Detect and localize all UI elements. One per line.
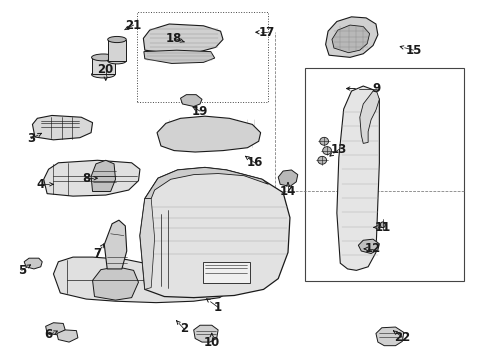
- Text: 20: 20: [98, 63, 114, 76]
- Polygon shape: [46, 323, 65, 335]
- Ellipse shape: [380, 222, 385, 228]
- Polygon shape: [57, 330, 78, 342]
- Polygon shape: [93, 267, 139, 300]
- Polygon shape: [376, 327, 404, 346]
- Polygon shape: [326, 17, 378, 57]
- Text: 8: 8: [82, 172, 90, 185]
- Polygon shape: [180, 95, 202, 107]
- Bar: [108, 40, 126, 61]
- Polygon shape: [360, 91, 379, 143]
- Text: 11: 11: [375, 221, 391, 234]
- Ellipse shape: [108, 36, 126, 42]
- Ellipse shape: [92, 71, 115, 78]
- Polygon shape: [32, 116, 93, 140]
- Polygon shape: [91, 160, 116, 192]
- Bar: [203, 262, 250, 283]
- Text: 19: 19: [192, 105, 208, 118]
- Text: 21: 21: [125, 19, 142, 32]
- Text: 3: 3: [27, 132, 35, 145]
- Text: 6: 6: [45, 328, 53, 341]
- Polygon shape: [157, 116, 261, 152]
- Text: 12: 12: [365, 242, 381, 255]
- Ellipse shape: [320, 137, 329, 145]
- Text: 5: 5: [18, 264, 26, 277]
- Ellipse shape: [92, 54, 115, 61]
- Text: 18: 18: [166, 32, 182, 45]
- Polygon shape: [194, 325, 218, 342]
- Polygon shape: [169, 259, 233, 298]
- Polygon shape: [144, 24, 223, 54]
- Ellipse shape: [108, 58, 126, 64]
- Polygon shape: [53, 257, 234, 303]
- Polygon shape: [144, 50, 215, 63]
- Text: 15: 15: [405, 44, 422, 57]
- Text: 10: 10: [204, 336, 220, 348]
- Polygon shape: [145, 167, 269, 199]
- Polygon shape: [332, 25, 369, 53]
- Polygon shape: [140, 199, 155, 289]
- Text: 13: 13: [331, 143, 347, 156]
- Bar: [305, 68, 464, 281]
- Ellipse shape: [318, 156, 327, 164]
- Text: 9: 9: [373, 82, 381, 95]
- Polygon shape: [104, 220, 127, 269]
- Polygon shape: [44, 160, 140, 196]
- Text: 1: 1: [214, 301, 222, 314]
- Polygon shape: [24, 258, 42, 269]
- Text: 14: 14: [280, 185, 296, 198]
- Text: 17: 17: [259, 26, 275, 39]
- Bar: [92, 58, 115, 75]
- Ellipse shape: [323, 147, 331, 154]
- Bar: [137, 12, 269, 102]
- Text: 4: 4: [37, 178, 45, 191]
- Polygon shape: [140, 167, 290, 298]
- Text: 2: 2: [180, 322, 188, 335]
- Text: 22: 22: [394, 330, 411, 343]
- Polygon shape: [337, 86, 379, 270]
- Polygon shape: [358, 239, 379, 253]
- Polygon shape: [278, 170, 298, 186]
- Text: 7: 7: [94, 247, 101, 260]
- Text: 16: 16: [246, 156, 263, 169]
